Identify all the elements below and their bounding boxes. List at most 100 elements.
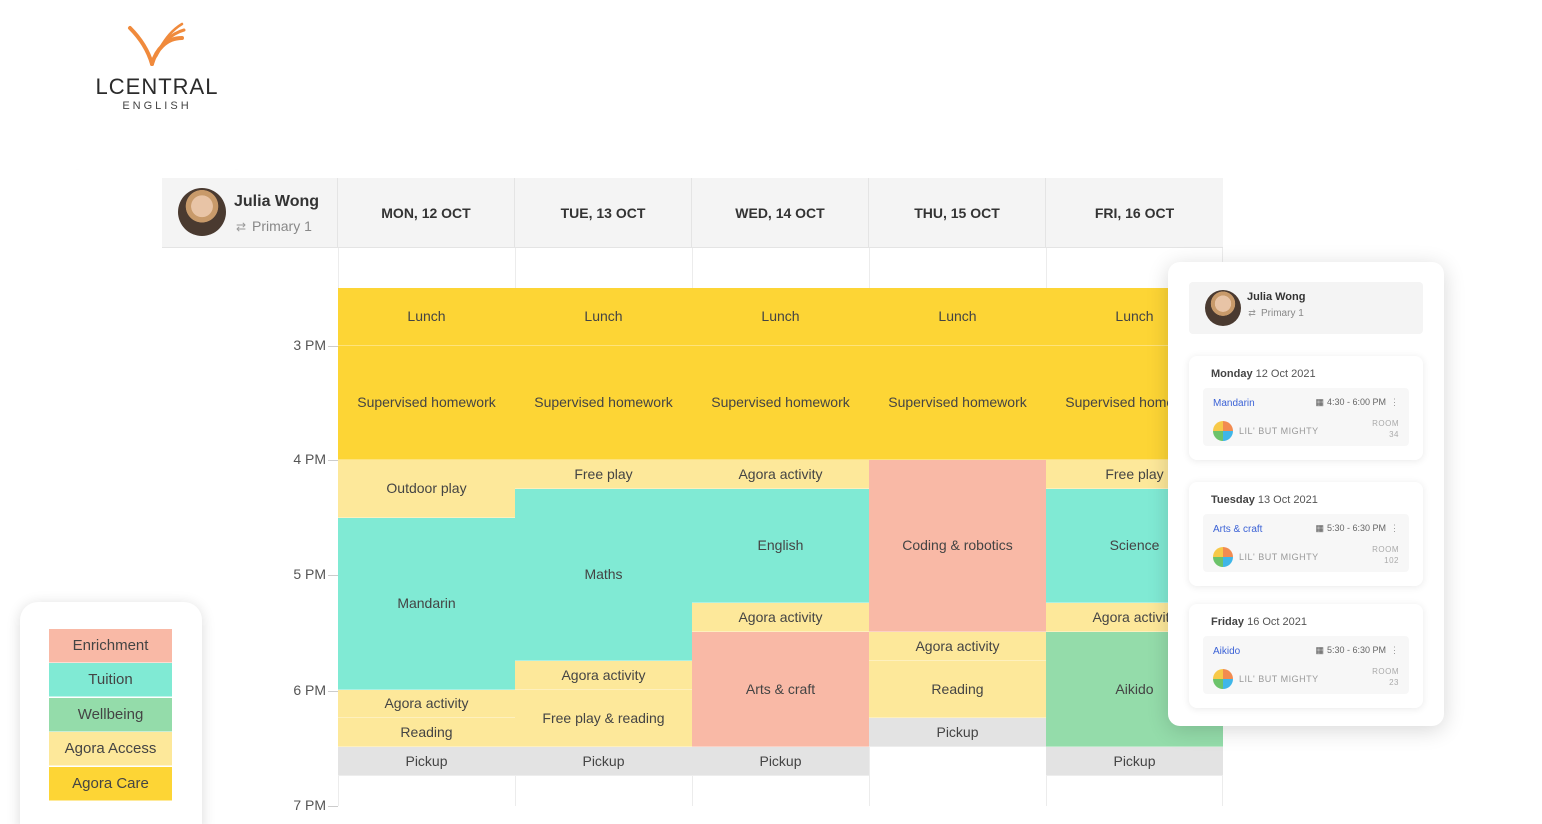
time-tick: [328, 691, 338, 692]
schedule-block-thu[interactable]: Agora activity: [869, 632, 1046, 661]
schedule-block-tue[interactable]: Free play: [515, 460, 692, 489]
day-card-monday: Monday 12 Oct 2021 Mandarin ▦ 4:30 - 6:00…: [1189, 356, 1423, 460]
session-time-text: 5:30 - 6:30 PM: [1326, 645, 1386, 655]
legend-item-enrichment: Enrichment: [49, 629, 172, 663]
day-card-weekday: Friday: [1211, 616, 1245, 628]
schedule-block-tue[interactable]: Supervised homework: [515, 346, 692, 460]
schedule-block-wed[interactable]: Agora activity: [692, 603, 869, 632]
session-room: ROOM 34: [1359, 418, 1399, 440]
legend-item-agora-care: Agora Care: [49, 767, 172, 801]
time-label-6pm: 6 PM: [293, 682, 326, 698]
session-name[interactable]: Mandarin: [1213, 398, 1255, 409]
room-number: 34: [1389, 430, 1399, 439]
day-header-thu: THU, 15 OCT: [869, 178, 1046, 248]
more-options-icon[interactable]: ⋮: [1390, 397, 1399, 407]
panel-student-name: Julia Wong: [1247, 291, 1306, 303]
room-label: ROOM: [1372, 667, 1399, 676]
more-options-icon[interactable]: ⋮: [1390, 645, 1399, 655]
session-time-text: 4:30 - 6:00 PM: [1326, 397, 1386, 407]
student-grade: ⇄ Primary 1: [234, 218, 312, 234]
book-logo-icon: [128, 22, 186, 66]
day-header-fri: FRI, 16 OCT: [1094, 205, 1175, 221]
schedule-block-tue[interactable]: Free play & reading: [515, 690, 692, 747]
session-item[interactable]: Mandarin ▦ 4:30 - 6:00 PM ⋮ LIL' BUT MIGHT…: [1203, 388, 1409, 446]
day-card-date-text: 12 Oct 2021: [1255, 368, 1316, 380]
calendar-icon: ▦: [1315, 397, 1324, 407]
schedule-block-wed[interactable]: Lunch: [692, 288, 869, 346]
session-name[interactable]: Aikido: [1213, 646, 1241, 657]
brand-logo-banner: LCENTRAL ENGLISH: [76, 0, 238, 170]
legend-item-tuition: Tuition: [49, 663, 172, 697]
day-card-date: Tuesday 13 Oct 2021: [1211, 494, 1318, 506]
schedule-block-wed[interactable]: English: [692, 489, 869, 603]
enrichment-summary-panel: Julia Wong ⇄ Primary 1 Monday 12 Oct 2021…: [1168, 262, 1444, 726]
weekly-calendar: Julia Wong ⇄ Primary 1 MON, 12 OCT TUE, 1…: [162, 178, 1223, 824]
calendar-header: Julia Wong ⇄ Primary 1 MON, 12 OCT TUE, 1…: [162, 178, 1223, 248]
category-legend: Enrichment Tuition Wellbeing Agora Acces…: [20, 602, 202, 824]
swap-icon: ⇄: [1248, 308, 1256, 318]
schedule-block-wed[interactable]: Supervised homework: [692, 346, 869, 460]
day-card-date-text: 16 Oct 2021: [1247, 616, 1308, 628]
day-card-date: Friday 16 Oct 2021: [1211, 616, 1307, 628]
student-profile[interactable]: Julia Wong ⇄ Primary 1: [162, 178, 338, 248]
provider-logo-icon: [1213, 669, 1233, 689]
time-label-3pm: 3 PM: [293, 337, 326, 353]
panel-grade-text: Primary 1: [1261, 308, 1304, 319]
session-item[interactable]: Arts & craft ▦ 5:30 - 6:30 PM ⋮ LIL' BUT M…: [1203, 514, 1409, 572]
session-item[interactable]: Aikido ▦ 5:30 - 6:30 PM ⋮ LIL' BUT MIGHTY …: [1203, 636, 1409, 694]
time-label-7pm: 7 PM: [293, 797, 326, 813]
schedule-block-wed[interactable]: Arts & craft: [692, 632, 869, 747]
schedule-block-mon[interactable]: Supervised homework: [338, 346, 515, 460]
panel-student-grade: ⇄ Primary 1: [1247, 308, 1304, 319]
time-tick: [328, 806, 338, 807]
session-provider: LIL' BUT MIGHTY: [1239, 552, 1319, 562]
session-provider: LIL' BUT MIGHTY: [1239, 674, 1319, 684]
panel-student-profile[interactable]: Julia Wong ⇄ Primary 1: [1189, 282, 1423, 334]
brand-subtitle: ENGLISH: [122, 100, 192, 112]
schedule-block-mon[interactable]: Lunch: [338, 288, 515, 346]
time-label-4pm: 4 PM: [293, 451, 326, 467]
day-card-date: Monday 12 Oct 2021: [1211, 368, 1316, 380]
schedule-block-wed[interactable]: Pickup: [692, 747, 869, 776]
room-label: ROOM: [1372, 419, 1399, 428]
schedule-block-mon[interactable]: Reading: [338, 718, 515, 747]
schedule-block-wed[interactable]: Agora activity: [692, 460, 869, 489]
brand-title: LCENTRAL: [95, 74, 219, 99]
session-time: ▦ 5:30 - 6:30 PM ⋮: [1315, 645, 1399, 656]
time-tick: [328, 575, 338, 576]
time-tick: [328, 460, 338, 461]
legend-item-wellbeing: Wellbeing: [49, 698, 172, 732]
day-card-weekday: Tuesday: [1211, 494, 1255, 506]
day-card-date-text: 13 Oct 2021: [1257, 494, 1318, 506]
schedule-block-fri[interactable]: Pickup: [1046, 747, 1223, 776]
day-card-tuesday: Tuesday 13 Oct 2021 Arts & craft ▦ 5:30 -…: [1189, 482, 1423, 586]
schedule-block-mon[interactable]: Pickup: [338, 747, 515, 776]
schedule-block-tue[interactable]: Agora activity: [515, 661, 692, 690]
time-tick: [328, 346, 338, 347]
schedule-block-mon[interactable]: Outdoor play: [338, 460, 515, 518]
session-provider: LIL' BUT MIGHTY: [1239, 426, 1319, 436]
session-name[interactable]: Arts & craft: [1213, 524, 1263, 535]
more-options-icon[interactable]: ⋮: [1390, 523, 1399, 533]
schedule-block-thu[interactable]: Lunch: [869, 288, 1046, 346]
session-time: ▦ 4:30 - 6:00 PM ⋮: [1315, 397, 1399, 408]
schedule-block-tue[interactable]: Maths: [515, 489, 692, 661]
schedule-block-thu[interactable]: Reading: [869, 661, 1046, 718]
legend-item-agora-access: Agora Access: [49, 732, 172, 766]
day-header-tue: TUE, 13 OCT: [515, 178, 692, 248]
room-label: ROOM: [1372, 545, 1399, 554]
schedule-block-mon[interactable]: Agora activity: [338, 690, 515, 718]
day-header-wed: WED, 14 OCT: [692, 178, 869, 248]
session-time-text: 5:30 - 6:30 PM: [1326, 523, 1386, 533]
room-number: 23: [1389, 678, 1399, 687]
schedule-block-tue[interactable]: Pickup: [515, 747, 692, 776]
schedule-block-thu[interactable]: Supervised homework: [869, 346, 1046, 460]
swap-icon: ⇄: [235, 220, 247, 234]
provider-logo-icon: [1213, 547, 1233, 567]
schedule-block-tue[interactable]: Lunch: [515, 288, 692, 346]
calendar-icon: ▦: [1315, 523, 1324, 533]
schedule-block-mon[interactable]: Mandarin: [338, 518, 515, 690]
day-card-friday: Friday 16 Oct 2021 Aikido ▦ 5:30 - 6:30 P…: [1189, 604, 1423, 708]
schedule-block-thu[interactable]: Pickup: [869, 718, 1046, 747]
schedule-block-thu[interactable]: Coding & robotics: [869, 460, 1046, 632]
